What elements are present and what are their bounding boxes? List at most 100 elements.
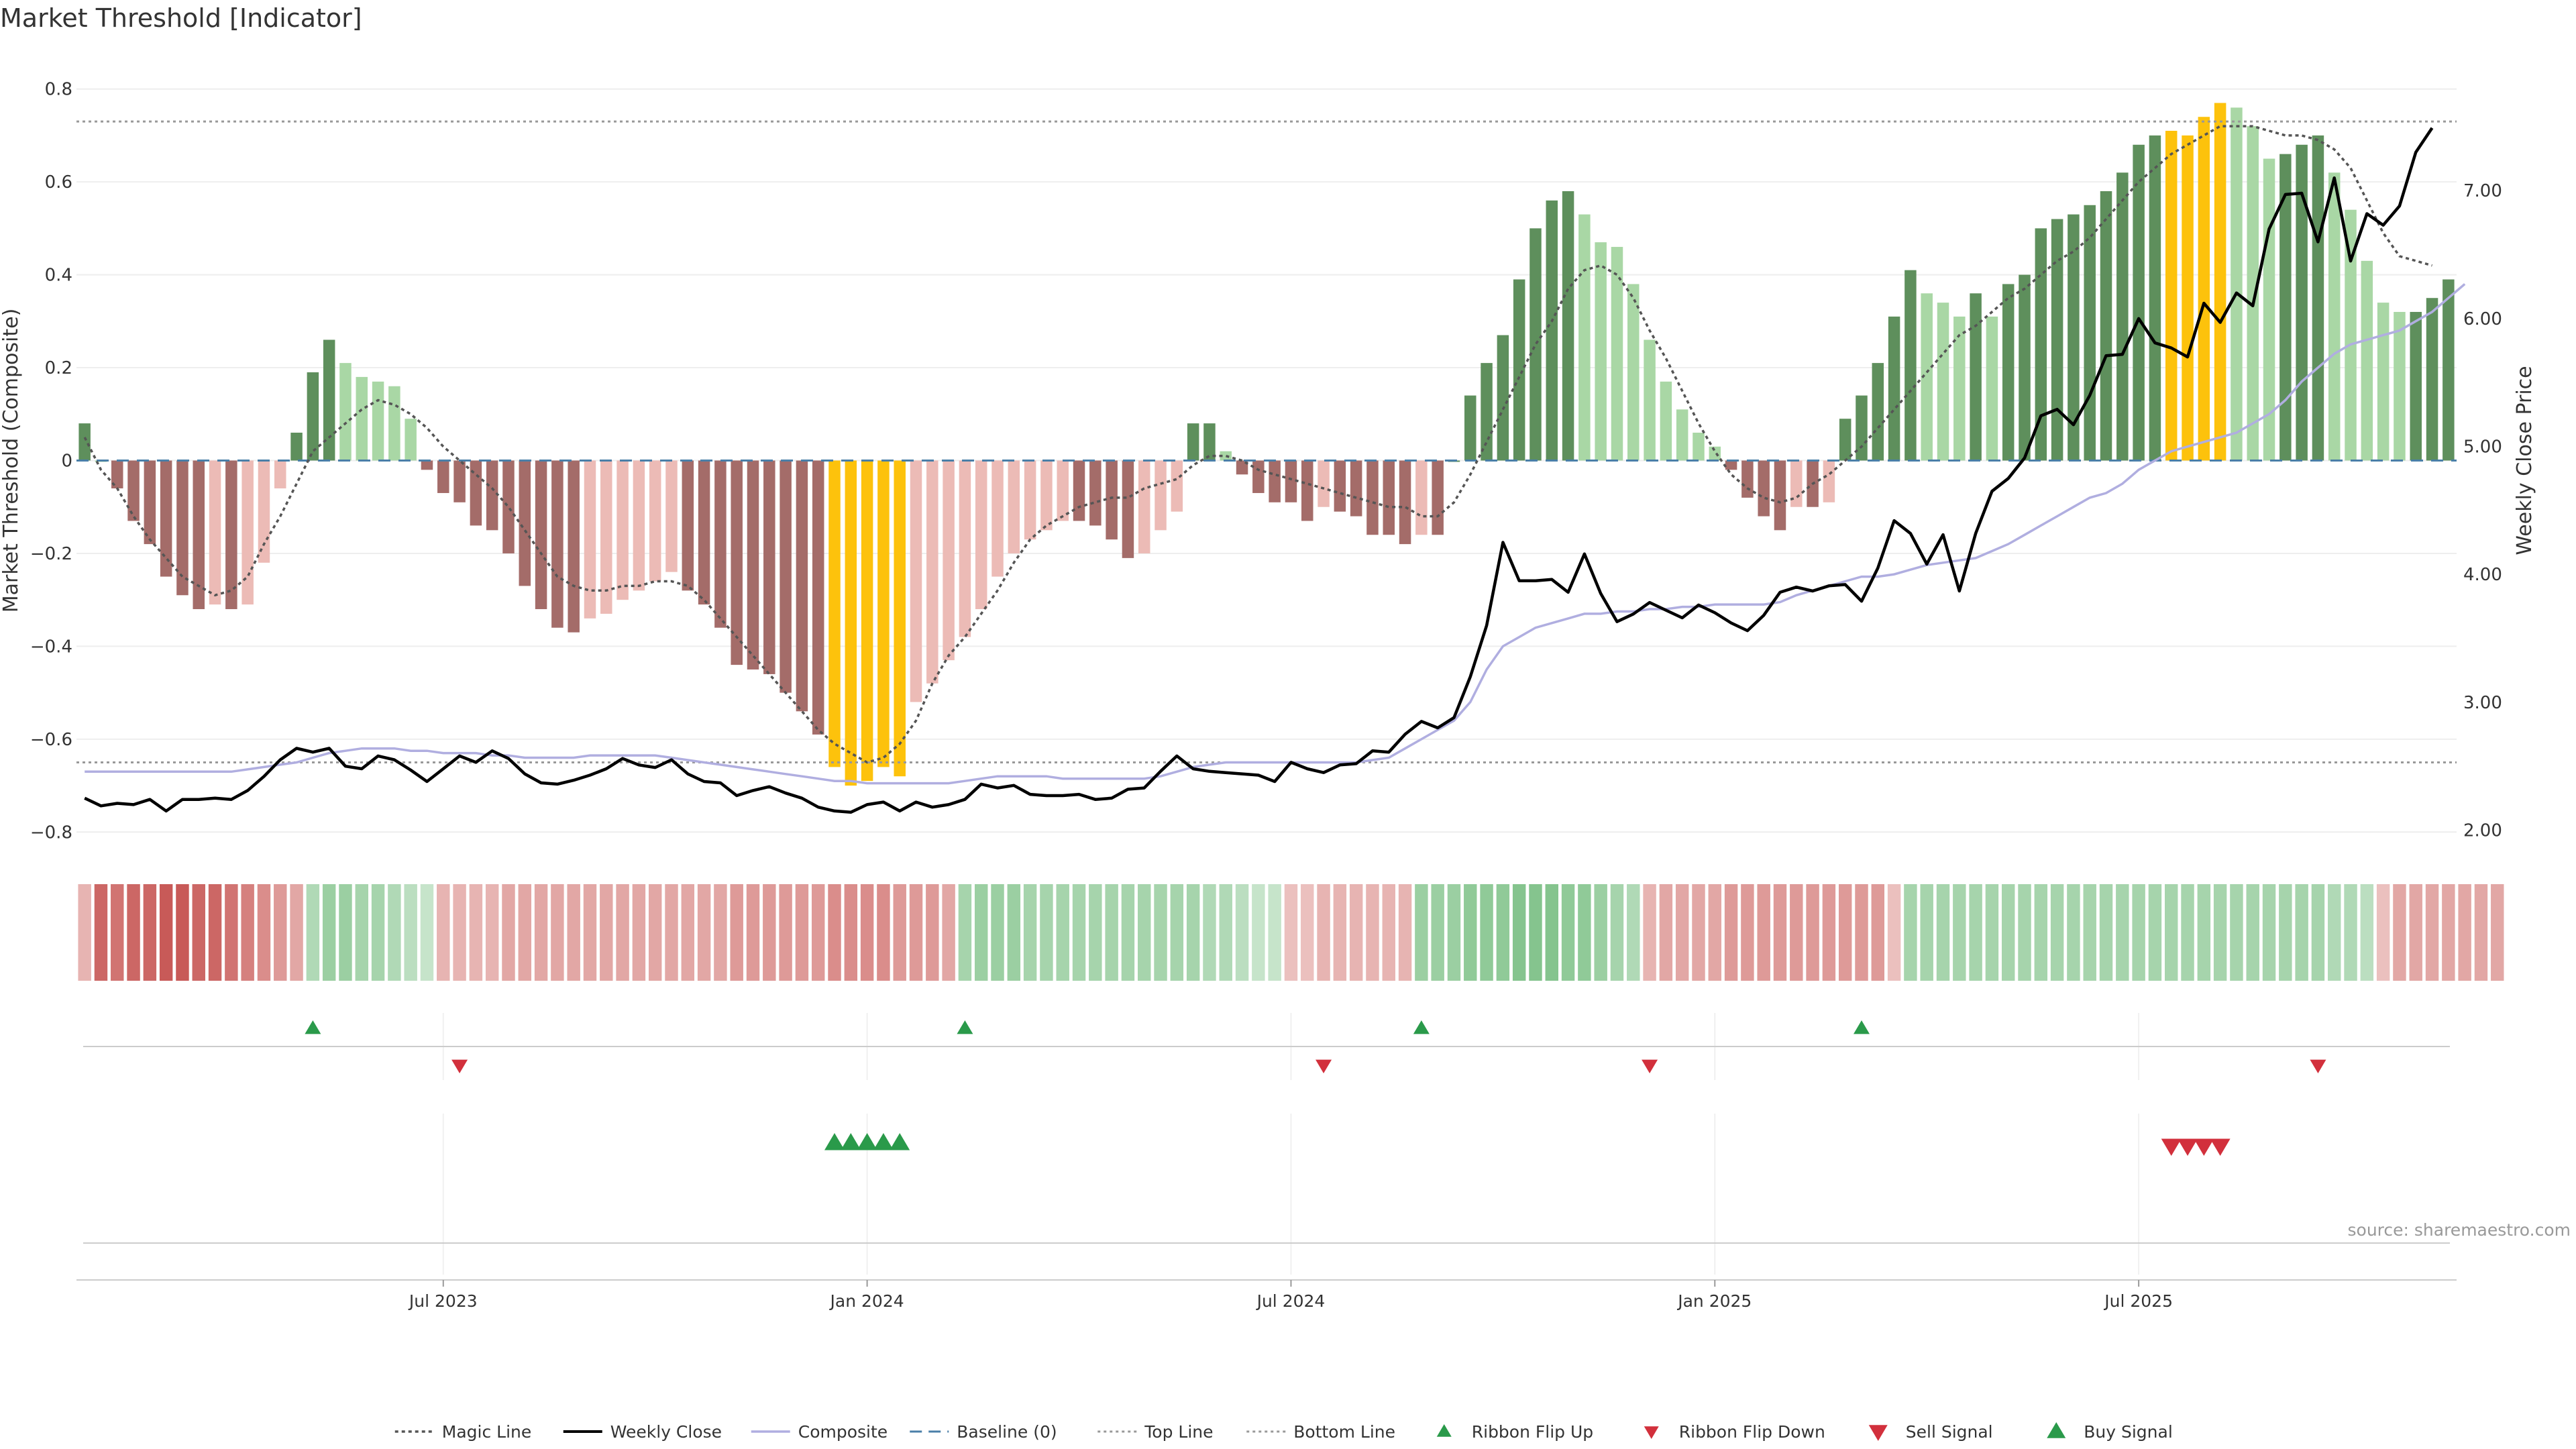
ribbon-cell xyxy=(1578,884,1591,981)
ribbon-cell xyxy=(1040,884,1053,981)
ribbon-cell xyxy=(371,884,385,981)
ribbon-cell xyxy=(2458,884,2471,981)
composite-bar xyxy=(796,460,808,712)
ribbon-flip-up-marker xyxy=(1854,1020,1870,1034)
composite-bar xyxy=(665,460,678,572)
ribbon-cell xyxy=(208,884,222,981)
ribbon-cell xyxy=(697,884,711,981)
composite-bar xyxy=(1187,423,1199,461)
legend-item-bottom: Bottom Line xyxy=(1246,1422,1395,1442)
ribbon-cell xyxy=(648,884,662,981)
ribbon-cell xyxy=(1920,884,1933,981)
ribbon-cell xyxy=(1154,884,1167,981)
ribbon-cell xyxy=(2230,884,2243,981)
composite-bar xyxy=(1301,460,1313,521)
ribbon-cell xyxy=(616,884,629,981)
ribbon-cell xyxy=(176,884,189,981)
ribbon-cell xyxy=(1089,884,1102,981)
ribbon-cell xyxy=(2165,884,2178,981)
ribbon-cell xyxy=(1382,884,1395,981)
legend-label: Magic Line xyxy=(442,1422,532,1442)
composite-bar xyxy=(1138,460,1150,553)
ribbon-cell xyxy=(2360,884,2374,981)
ribbon-cell xyxy=(388,884,401,981)
composite-bar xyxy=(1432,460,1444,535)
left-tick-label: −0.8 xyxy=(30,822,72,843)
ribbon-cell xyxy=(2491,884,2504,981)
composite-bar xyxy=(2345,209,2357,461)
ribbon-cell xyxy=(2132,884,2145,981)
ribbon-cell xyxy=(1398,884,1412,981)
ribbon-cell xyxy=(942,884,955,981)
legend-item-sell: Sell Signal xyxy=(1868,1422,1993,1442)
left-tick-label: 0 xyxy=(61,451,72,472)
composite-bar xyxy=(812,460,824,735)
ribbon-cell xyxy=(2148,884,2162,981)
composite-bar xyxy=(1024,460,1036,540)
composite-bar xyxy=(600,460,612,614)
composite-bar xyxy=(1220,451,1232,461)
composite-bar xyxy=(1725,460,1737,470)
ribbon-cell xyxy=(1317,884,1330,981)
ribbon-cell xyxy=(1790,884,1803,981)
composite-bar xyxy=(991,460,1004,577)
composite-bar xyxy=(2100,191,2112,461)
ribbon-cell xyxy=(2328,884,2341,981)
left-tick-label: −0.6 xyxy=(30,730,72,750)
ribbon-cell xyxy=(1366,884,1379,981)
composite-bar xyxy=(682,460,694,591)
legend-label: Ribbon Flip Up xyxy=(1472,1422,1593,1442)
composite-bar xyxy=(323,339,335,461)
ribbon-cell xyxy=(551,884,564,981)
legend-item-close: Weekly Close xyxy=(563,1422,722,1442)
sell-signal-marker xyxy=(2194,1138,2214,1156)
legend: Magic Line Weekly Close Composite Baseline … xyxy=(394,1422,2173,1442)
ribbon-cell xyxy=(420,884,434,981)
left-tick-label: −0.4 xyxy=(30,637,72,657)
ribbon-cell xyxy=(290,884,303,981)
legend-swatch xyxy=(2047,1422,2066,1438)
ribbon-cell xyxy=(1447,884,1461,981)
ribbon-cell xyxy=(665,884,678,981)
composite-bar xyxy=(437,460,449,493)
ribbon-cell xyxy=(1887,884,1901,981)
ribbon-cell xyxy=(1496,884,1510,981)
composite-bar xyxy=(453,460,466,502)
composite-bar xyxy=(405,419,417,461)
composite-bar xyxy=(926,460,938,684)
composite-bar xyxy=(1741,460,1754,498)
ribbon-cell xyxy=(469,884,483,981)
ribbon-cell xyxy=(339,884,352,981)
ribbon-cell xyxy=(2344,884,2357,981)
ribbon-cell xyxy=(2393,884,2406,981)
composite-bar xyxy=(1627,284,1640,461)
composite-bar xyxy=(1252,460,1265,493)
composite-bar xyxy=(339,363,352,461)
ribbon-cell xyxy=(1985,884,1999,981)
right-tick-label: 7.00 xyxy=(2463,181,2502,201)
ribbon-cell xyxy=(1121,884,1135,981)
legend-label: Bottom Line xyxy=(1293,1422,1395,1442)
composite-bar xyxy=(241,460,254,605)
ribbon-cell xyxy=(2197,884,2211,981)
composite-bar xyxy=(1970,293,1982,461)
left-tick-label: −0.2 xyxy=(30,544,72,564)
composite-bar xyxy=(1122,460,1134,558)
composite-bar xyxy=(2247,126,2259,461)
legend-label: Baseline (0) xyxy=(957,1422,1057,1442)
ribbon-cell xyxy=(1741,884,1754,981)
composite-bar xyxy=(2116,172,2129,461)
composite-bar xyxy=(975,460,987,610)
ribbon-flip-down-marker xyxy=(451,1059,468,1073)
composite-bar xyxy=(1693,432,1705,461)
ribbon-cell xyxy=(485,884,499,981)
ribbon-cell xyxy=(1936,884,1950,981)
composite-bar xyxy=(2279,154,2292,461)
composite-bar xyxy=(1529,228,1542,461)
composite-bar xyxy=(894,460,906,777)
buy-signal-marker xyxy=(841,1133,861,1150)
ribbon-cell xyxy=(2213,884,2227,981)
ribbon-cell xyxy=(600,884,613,981)
composite-bar xyxy=(633,460,645,591)
